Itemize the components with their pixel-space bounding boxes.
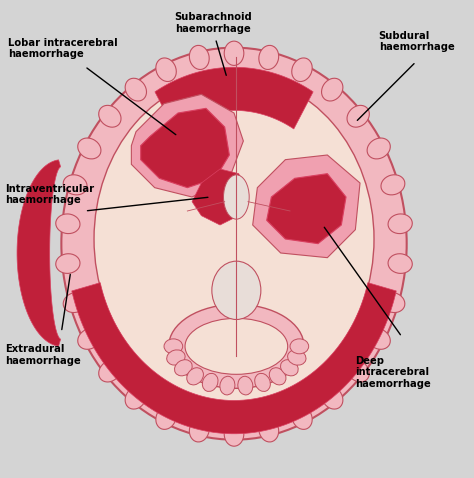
Ellipse shape: [347, 105, 369, 127]
Ellipse shape: [94, 76, 374, 402]
Ellipse shape: [347, 360, 369, 382]
Ellipse shape: [224, 41, 244, 65]
Ellipse shape: [169, 304, 304, 388]
Polygon shape: [253, 155, 360, 258]
Ellipse shape: [63, 175, 87, 195]
Ellipse shape: [56, 254, 80, 273]
Ellipse shape: [321, 386, 343, 409]
Ellipse shape: [367, 138, 390, 159]
Polygon shape: [141, 109, 229, 188]
Ellipse shape: [259, 418, 279, 442]
Ellipse shape: [202, 373, 218, 391]
Polygon shape: [155, 67, 313, 129]
Ellipse shape: [288, 350, 306, 365]
Polygon shape: [267, 174, 346, 244]
Polygon shape: [131, 94, 243, 197]
Text: Subdural
haemorrhage: Subdural haemorrhage: [379, 31, 455, 52]
Ellipse shape: [367, 328, 390, 349]
Ellipse shape: [99, 105, 121, 127]
Polygon shape: [72, 282, 396, 434]
Ellipse shape: [224, 175, 249, 219]
Ellipse shape: [125, 78, 146, 101]
Ellipse shape: [381, 293, 405, 313]
Ellipse shape: [290, 339, 309, 354]
Ellipse shape: [292, 406, 312, 429]
Ellipse shape: [381, 175, 405, 195]
Ellipse shape: [269, 368, 286, 385]
Ellipse shape: [125, 386, 146, 409]
Ellipse shape: [78, 138, 101, 159]
Ellipse shape: [281, 360, 298, 376]
Ellipse shape: [292, 58, 312, 82]
Ellipse shape: [224, 422, 244, 446]
Ellipse shape: [190, 418, 209, 442]
Ellipse shape: [61, 48, 407, 440]
Ellipse shape: [156, 58, 176, 82]
Text: Subarachnoid
haemorrhage: Subarachnoid haemorrhage: [174, 12, 252, 33]
Ellipse shape: [190, 45, 209, 69]
Ellipse shape: [174, 360, 192, 376]
Ellipse shape: [63, 293, 87, 313]
Ellipse shape: [321, 78, 343, 101]
Ellipse shape: [388, 214, 412, 234]
Ellipse shape: [56, 214, 80, 234]
Ellipse shape: [238, 376, 253, 395]
Ellipse shape: [99, 360, 121, 382]
Ellipse shape: [212, 261, 261, 319]
Text: Deep
intracerebral
haemorrhage: Deep intracerebral haemorrhage: [356, 356, 431, 389]
Ellipse shape: [167, 350, 185, 365]
Ellipse shape: [156, 406, 176, 429]
Text: Extradural
haemorrhage: Extradural haemorrhage: [5, 344, 81, 366]
Ellipse shape: [255, 373, 270, 391]
Ellipse shape: [220, 376, 235, 395]
Polygon shape: [17, 160, 61, 346]
Text: Intraventricular
haemorrhage: Intraventricular haemorrhage: [5, 184, 94, 206]
Ellipse shape: [78, 328, 101, 349]
Ellipse shape: [185, 318, 288, 374]
Ellipse shape: [164, 339, 182, 354]
Polygon shape: [192, 169, 248, 225]
Text: Lobar intracerebral
haemorrhage: Lobar intracerebral haemorrhage: [8, 38, 118, 59]
Ellipse shape: [187, 368, 203, 385]
Ellipse shape: [259, 45, 279, 69]
Ellipse shape: [388, 254, 412, 273]
